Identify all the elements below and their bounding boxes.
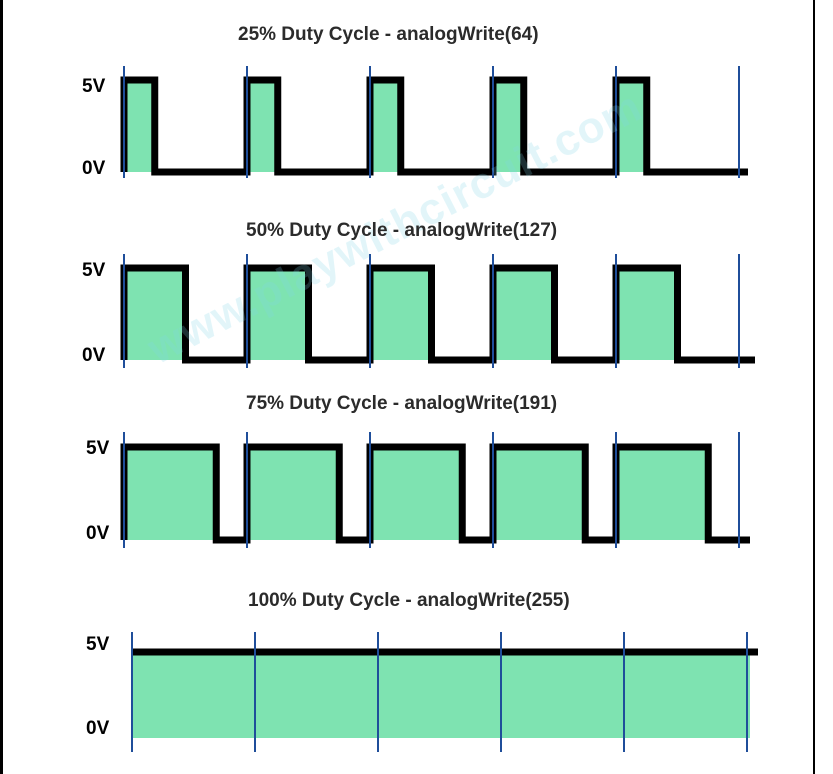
high-fill <box>247 447 340 540</box>
panel-2-wave <box>120 254 755 368</box>
panel-2-title: 50% Duty Cycle - analogWrite(127) <box>246 220 558 241</box>
panel-1-wave <box>120 66 748 178</box>
pwm-waveform <box>120 76 748 176</box>
pwm-waveform <box>120 264 755 364</box>
panel-4-0v-label: 0V <box>86 718 110 739</box>
high-fill <box>247 80 278 172</box>
high-fill <box>370 447 463 540</box>
high-fill <box>493 80 524 172</box>
panel-3-0v-label: 0V <box>86 523 110 544</box>
panel-4-title: 100% Duty Cycle - analogWrite(255) <box>248 590 570 611</box>
panel-1-5v-label: 5V <box>82 76 106 97</box>
panel-4-wave <box>131 632 758 752</box>
panel-4-5v-label: 5V <box>86 634 110 655</box>
high-fill <box>370 268 432 360</box>
high-fill <box>616 268 678 360</box>
panel-3-wave <box>120 432 750 548</box>
panel-1-0v-label: 0V <box>82 158 106 179</box>
high-fill <box>493 447 586 540</box>
high-fill <box>493 268 555 360</box>
panel-2-5v-label: 5V <box>82 260 106 281</box>
panel-1-title: 25% Duty Cycle - analogWrite(64) <box>238 24 539 45</box>
high-fill <box>370 80 401 172</box>
high-fill <box>616 447 709 540</box>
high-fill <box>124 447 217 540</box>
right-border <box>813 0 815 774</box>
high-fill <box>132 652 750 738</box>
pwm-waveform <box>120 443 750 544</box>
panel-3-5v-label: 5V <box>86 438 110 459</box>
high-fill <box>247 268 309 360</box>
high-fill <box>124 80 155 172</box>
high-fill <box>616 80 647 172</box>
high-fill <box>124 268 186 360</box>
left-border <box>0 0 3 774</box>
panel-2-0v-label: 0V <box>82 345 106 366</box>
panel-3-title: 75% Duty Cycle - analogWrite(191) <box>246 393 558 414</box>
